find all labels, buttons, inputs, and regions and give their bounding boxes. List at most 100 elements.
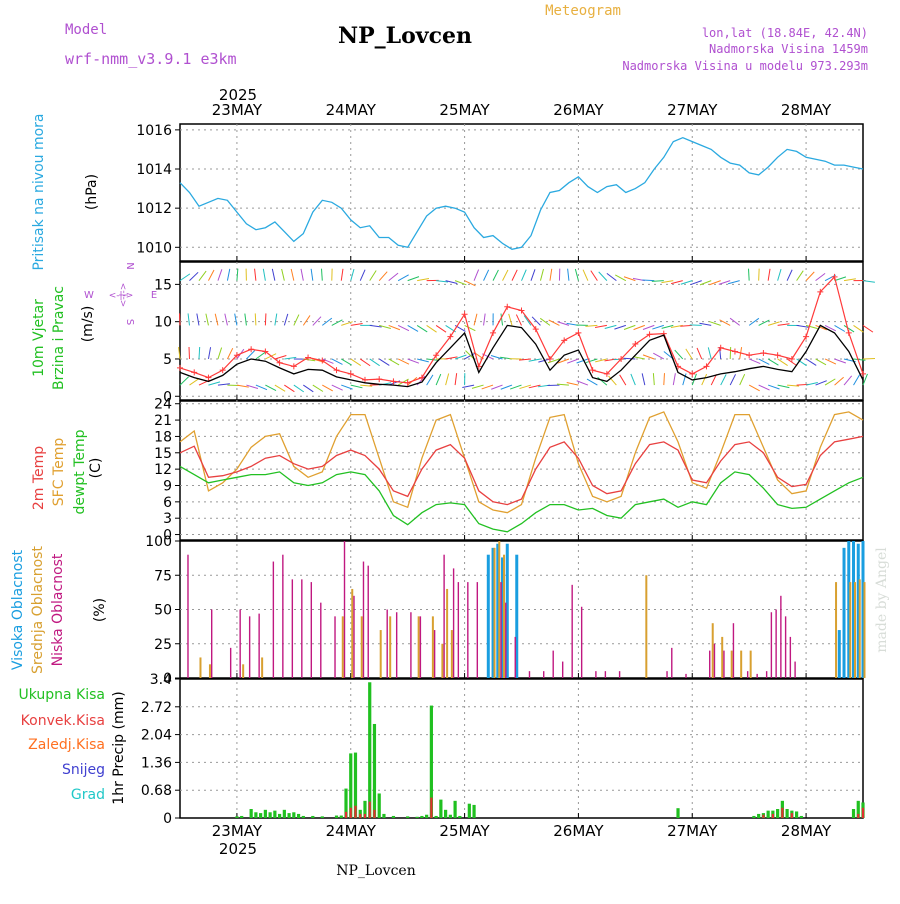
cloud-bar-srednja <box>712 623 714 678</box>
precip-total-bar <box>273 811 276 818</box>
top-day-label: 23MAY <box>212 101 263 119</box>
wind-arrow <box>512 270 517 281</box>
cloud-bar-niska <box>477 582 478 678</box>
watermark: made by Angel <box>874 547 890 653</box>
wind-arrow <box>816 359 826 365</box>
wind-gust-marker <box>775 352 781 358</box>
cloud-bar-niska <box>595 671 596 678</box>
wind-arrow <box>245 314 247 326</box>
wind-arrow <box>516 315 521 326</box>
model-label: Model <box>65 22 107 38</box>
cloud-bar-visoka <box>843 548 846 678</box>
cloud-label-low: Niska Oblacnost <box>50 553 66 666</box>
wind-arrow <box>408 277 419 281</box>
wind-arrow <box>180 274 190 281</box>
cloud-bar-srednja <box>721 637 723 678</box>
wind-arrow <box>587 379 597 385</box>
cloud-bar-niska <box>187 555 188 678</box>
y-tick-label: 1.36 <box>141 755 172 771</box>
y-tick-label: 5 <box>163 352 172 368</box>
wind-arrow <box>341 359 351 365</box>
wind-arrow <box>690 325 702 326</box>
precip-label-frozen: Zaledj.Kisa <box>28 737 105 753</box>
top-day-label: 25MAY <box>439 101 490 119</box>
cloud-bar-visoka <box>838 630 841 678</box>
wind-arrow <box>389 359 399 365</box>
wind-arrow <box>524 316 531 326</box>
compass-e: E <box>151 290 157 301</box>
precip-total-bar <box>235 816 238 818</box>
bottom-day-label: 24MAY <box>326 822 377 840</box>
wind-arrow <box>759 359 770 365</box>
wind-arrow <box>218 269 222 280</box>
wind-unit: (m/s) <box>80 306 96 343</box>
precip-total-bar <box>382 814 385 818</box>
wind-arrow <box>379 272 387 281</box>
y-tick-label: 3 <box>163 511 172 527</box>
cloud-bar-niska <box>785 616 786 678</box>
wind-arrow <box>303 315 310 325</box>
cloud-bar-niska <box>500 582 501 678</box>
wind-arrow <box>351 359 361 366</box>
wind-gust-marker <box>177 365 183 371</box>
wind-arrow <box>427 375 433 385</box>
cloud-bar-srednja <box>242 664 244 678</box>
precip-conv-bar <box>364 814 366 818</box>
y-tick-label: 1014 <box>136 162 172 178</box>
cloud-bar-niska <box>619 671 620 678</box>
precip-conv-bar <box>354 806 356 818</box>
wind-arrow <box>491 385 502 389</box>
page-subtitle: Meteogram <box>545 3 621 19</box>
cloud-bar-niska <box>453 568 454 678</box>
wind-arrow <box>493 270 498 281</box>
bottom-day-label: 25MAY <box>439 822 490 840</box>
wind-arrow <box>591 271 598 281</box>
wind-arrow <box>768 359 778 365</box>
wind-arrow <box>215 314 218 326</box>
precip-total-bar <box>757 814 760 818</box>
cloud-bar-niska <box>790 637 791 678</box>
wind-arrow <box>854 325 864 332</box>
wind-arrow <box>227 348 232 359</box>
wind-arrow <box>237 269 238 281</box>
wind-arrow <box>643 355 654 359</box>
wind-arrow <box>227 269 229 281</box>
precip-total-bar <box>254 812 257 818</box>
cloud-bar-srednja <box>361 616 363 678</box>
cloud-bar-srednja <box>645 575 647 678</box>
wind-gust-marker <box>803 334 809 340</box>
wind-gust-marker <box>376 376 382 382</box>
wind-arrow <box>686 349 692 359</box>
wind-arrow <box>341 385 352 389</box>
wind-arrow <box>474 314 477 326</box>
precip-conv-bar <box>857 814 859 818</box>
precip-total-bar <box>453 801 456 818</box>
cloud-bar-srednja <box>849 582 851 678</box>
cloud-bar-niska <box>747 671 748 678</box>
wind-gust-marker <box>760 350 766 356</box>
cloud-bar-srednja <box>494 548 496 678</box>
wind-arrow <box>631 374 635 385</box>
y-tick-label: 10 <box>154 315 172 331</box>
wind-arrow <box>749 385 760 391</box>
tsfc-line <box>180 412 863 513</box>
wind-arrow <box>272 269 275 281</box>
wind-arrow <box>778 359 788 366</box>
cloud-bar-srednja <box>418 616 420 678</box>
precip-total-bar <box>458 816 461 818</box>
wind-arrow <box>759 269 760 281</box>
panel-temperature <box>180 401 863 540</box>
wind-arrow <box>294 315 299 326</box>
cloud-bar-niska <box>420 616 421 678</box>
precip-total-bar <box>378 793 381 818</box>
precip-total-bar <box>287 813 290 818</box>
top-day-label: 24MAY <box>326 101 377 119</box>
wind-arrow <box>749 269 750 281</box>
precip-conv-bar <box>345 812 347 818</box>
wind-arrow <box>531 269 535 280</box>
pressure-unit: (hPa) <box>84 174 100 210</box>
cloud-bar-niska <box>529 671 530 678</box>
temp-label-dew: dewpt Temp <box>72 429 88 514</box>
precip-total-bar <box>240 816 243 818</box>
pressure-line <box>180 138 863 250</box>
